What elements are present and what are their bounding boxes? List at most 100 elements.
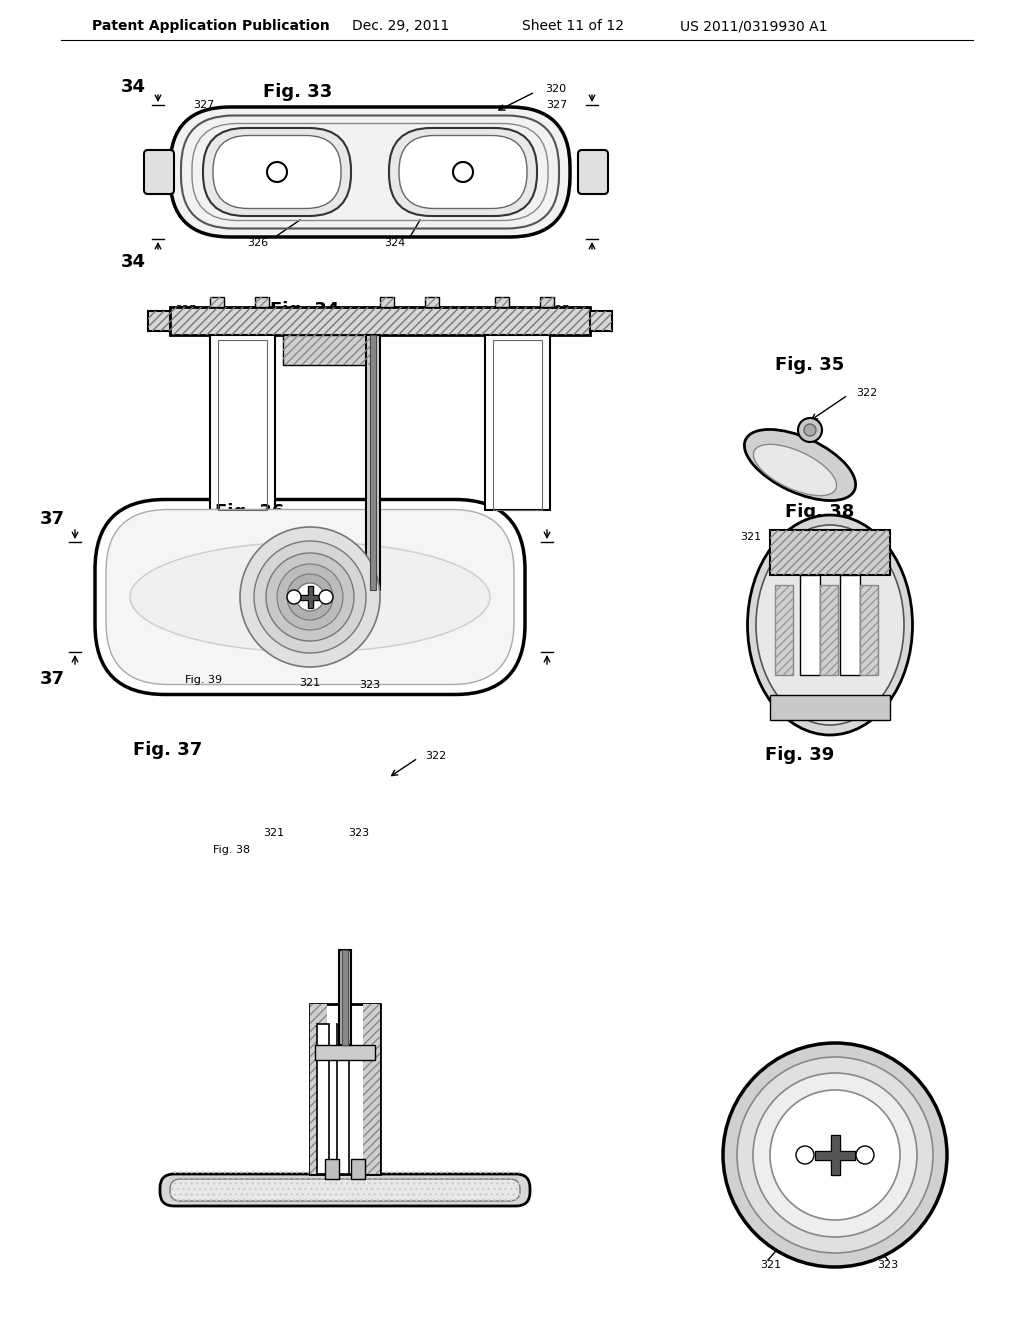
Ellipse shape [744,429,856,500]
Bar [310,1005,327,1173]
Bar [540,297,554,308]
Bar [425,297,439,308]
Text: 34: 34 [121,253,145,271]
Bar [317,1024,329,1173]
Text: 321: 321 [263,828,284,838]
Circle shape [798,418,822,442]
Bar [493,341,542,510]
FancyBboxPatch shape [144,150,174,194]
FancyBboxPatch shape [213,136,341,209]
Bar [775,585,793,675]
Text: 321: 321 [760,1261,781,1270]
Bar [860,585,878,675]
Text: Fig. 36: Fig. 36 [215,503,285,521]
Ellipse shape [756,525,904,725]
Text: 323: 323 [877,1261,898,1270]
Bar [255,297,269,308]
Bar [800,576,820,675]
Bar [770,531,890,576]
Text: 321: 321 [299,678,321,688]
Text: Fig. 38: Fig. 38 [785,503,855,521]
Ellipse shape [754,445,837,495]
Circle shape [287,574,333,620]
Circle shape [737,1057,933,1253]
Circle shape [267,162,287,182]
Bar [370,335,376,590]
Polygon shape [815,1135,855,1175]
Text: 326: 326 [198,521,218,532]
Bar [590,312,612,331]
Circle shape [296,583,324,611]
Text: 322: 322 [438,510,459,520]
Bar [170,308,590,335]
Bar [148,312,170,331]
Text: Fig. 38: Fig. 38 [213,845,250,855]
Text: 327: 327 [193,100,214,110]
Bar [337,1024,349,1173]
Bar [425,297,439,308]
Bar [210,297,224,308]
Bar [210,297,224,308]
Bar [255,297,269,308]
Bar [380,297,394,308]
Bar [366,335,380,590]
Text: Patent Application Publication: Patent Application Publication [92,18,330,33]
Text: 324: 324 [384,238,406,248]
FancyBboxPatch shape [399,136,527,209]
Bar [170,1170,520,1203]
Circle shape [266,553,354,642]
Text: 322: 322 [856,388,878,399]
Bar [218,341,267,510]
Text: 323: 323 [359,680,381,690]
Text: Fig. 39: Fig. 39 [185,675,222,685]
FancyBboxPatch shape [160,1173,530,1206]
Bar [325,1159,339,1179]
Ellipse shape [748,515,912,735]
Polygon shape [299,586,321,609]
Text: 37: 37 [40,671,65,688]
Ellipse shape [130,543,490,652]
Bar [770,696,890,719]
Text: 321: 321 [740,532,761,543]
Text: Dec. 29, 2011: Dec. 29, 2011 [352,18,450,33]
FancyBboxPatch shape [203,128,351,216]
Bar [590,312,612,331]
Text: Fig. 37: Fig. 37 [133,741,203,759]
Text: Fig. 34: Fig. 34 [270,301,340,319]
Text: 326: 326 [248,238,268,248]
Bar [342,950,348,1045]
Circle shape [723,1043,947,1267]
Bar [770,531,890,576]
FancyBboxPatch shape [578,150,608,194]
Text: 322: 322 [425,751,446,762]
Bar [820,585,838,675]
Circle shape [804,424,816,436]
Bar [210,335,275,510]
Text: 34: 34 [121,78,145,96]
Text: 323: 323 [842,532,863,543]
Bar [840,576,860,675]
Text: 324: 324 [382,544,403,554]
Text: Sheet 11 of 12: Sheet 11 of 12 [522,18,624,33]
Bar [170,308,590,335]
Text: 320: 320 [545,84,566,94]
Bar [820,585,838,675]
Bar [860,585,878,675]
Text: 327: 327 [548,305,569,315]
Text: Fig. 33: Fig. 33 [263,83,333,102]
Bar [148,312,170,331]
Circle shape [287,590,301,605]
FancyBboxPatch shape [170,1179,520,1201]
Text: 327: 327 [546,100,567,110]
FancyBboxPatch shape [95,499,525,694]
Circle shape [796,1146,814,1164]
Text: 323: 323 [348,828,369,838]
Bar [283,335,373,366]
Bar [351,1159,365,1179]
Text: Fig. 39: Fig. 39 [765,746,835,764]
Bar [495,297,509,308]
Circle shape [319,590,333,605]
Bar [540,297,554,308]
FancyBboxPatch shape [106,510,514,685]
Circle shape [856,1146,874,1164]
